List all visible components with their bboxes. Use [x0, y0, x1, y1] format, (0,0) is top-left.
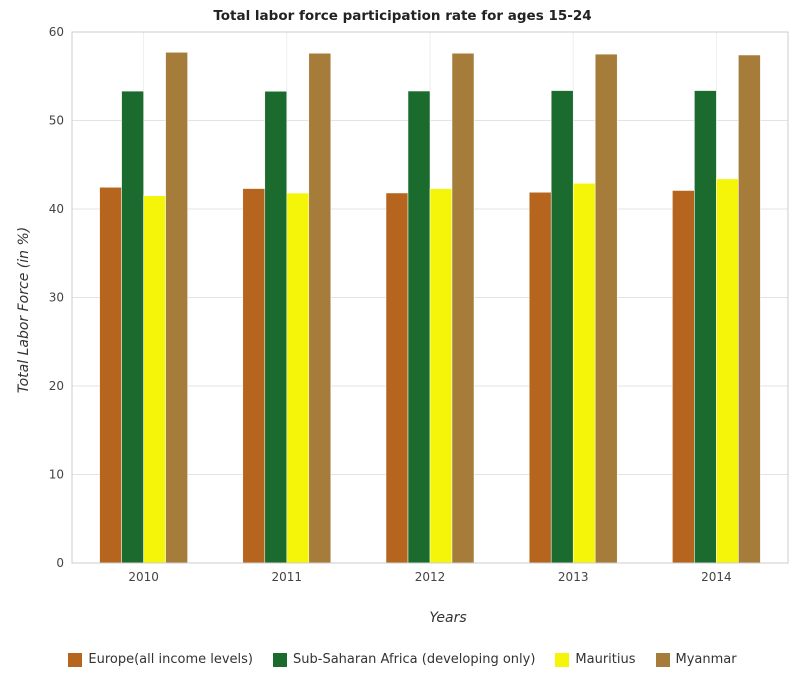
bar-myanmar-2013 — [594, 53, 618, 564]
y-tick-label: 40 — [49, 202, 64, 216]
bar-sub-saharan-africa-developing-only--2014 — [694, 90, 717, 564]
bar-europe-all-income-levels--2011 — [242, 188, 266, 564]
x-tick-label: 2010 — [128, 570, 159, 584]
bar-sub-saharan-africa-developing-only--2013 — [550, 90, 574, 564]
axes: 0 10 20 30 40 50 60 2010 2011 2012 2013 2014 — [49, 25, 789, 584]
x-tick-label: 2014 — [701, 570, 732, 584]
legend-label: Europe(all income levels) — [88, 652, 254, 667]
y-tick-label: 30 — [49, 291, 64, 305]
y-tick-label: 50 — [49, 114, 64, 128]
y-axis-label: Total Labor Force (in %) — [16, 227, 32, 393]
bar-europe-all-income-levels--2010 — [99, 187, 122, 564]
y-tick-label: 10 — [49, 468, 64, 482]
bar-mauritius-2014 — [716, 178, 739, 564]
bar-mauritius-2012 — [429, 188, 453, 564]
y-tick-label: 60 — [49, 25, 64, 39]
bar-myanmar-2012 — [451, 52, 475, 564]
legend-swatch — [555, 652, 570, 667]
legend-swatch — [655, 652, 670, 667]
legend-item: Europe(all income levels) — [68, 652, 253, 667]
bar-sub-saharan-africa-developing-only--2010 — [121, 90, 144, 564]
legend-item: Mauritius — [555, 652, 636, 667]
chart-title: Total labor force participation rate for… — [213, 8, 592, 24]
bar-mauritius-2010 — [143, 195, 166, 564]
legend-label: Mauritius — [575, 652, 636, 667]
bar-myanmar-2011 — [308, 52, 332, 564]
x-axis-label: Years — [429, 610, 466, 626]
legend-item: Sub-Saharan Africa (developing only) — [273, 652, 535, 667]
legend-item: Myanmar — [655, 652, 737, 667]
bars — [99, 52, 761, 564]
bar-sub-saharan-africa-developing-only--2011 — [264, 91, 288, 564]
bar-myanmar-2010 — [165, 52, 188, 564]
bar-myanmar-2014 — [738, 54, 761, 564]
bar-sub-saharan-africa-developing-only--2012 — [407, 90, 431, 564]
bar-europe-all-income-levels--2012 — [385, 192, 409, 564]
legend-swatch — [68, 652, 83, 667]
bar-mauritius-2013 — [572, 183, 596, 564]
x-tick-label: 2012 — [415, 570, 446, 584]
plot-frame — [71, 31, 789, 564]
x-tick-label: 2013 — [558, 570, 589, 584]
bar-mauritius-2011 — [286, 192, 310, 564]
legend-label: Myanmar — [675, 652, 737, 667]
bar-europe-all-income-levels--2013 — [528, 192, 552, 564]
legend-swatch — [273, 652, 288, 667]
x-tick-label: 2011 — [272, 570, 303, 584]
bar-europe-all-income-levels--2014 — [672, 190, 695, 564]
y-tick-label: 0 — [56, 556, 64, 570]
legend-label: Sub-Saharan Africa (developing only) — [293, 652, 536, 667]
legend: Europe(all income levels) Sub-Saharan Afr… — [0, 652, 805, 667]
y-tick-label: 20 — [49, 379, 64, 393]
